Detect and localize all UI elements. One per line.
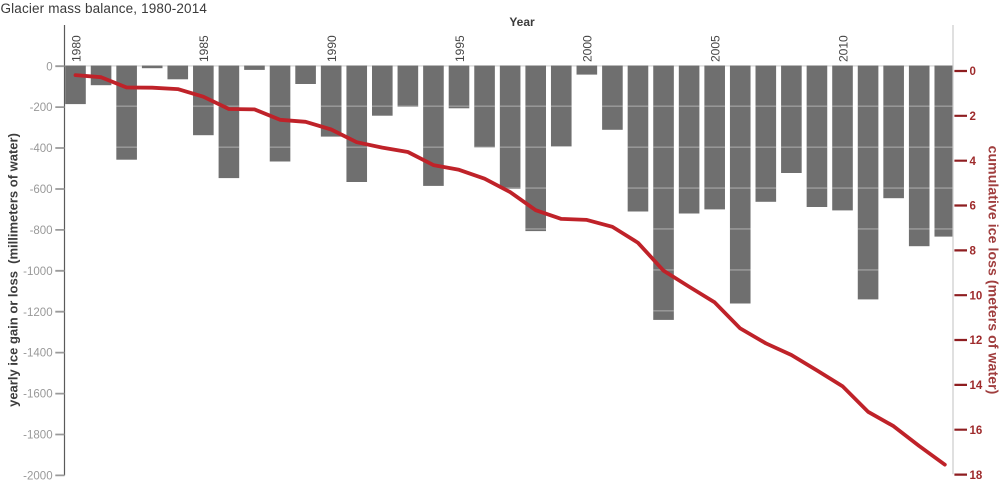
svg-text:1995: 1995 (453, 35, 467, 62)
svg-text:-800: -800 (30, 225, 53, 237)
svg-text:-200: -200 (30, 102, 53, 114)
svg-text:-1000: -1000 (23, 266, 52, 278)
svg-text:2: 2 (970, 111, 976, 123)
svg-text:cumulative ice loss (meters of: cumulative ice loss (meters of water) (985, 146, 1000, 395)
svg-text:0: 0 (970, 66, 976, 78)
svg-text:0: 0 (46, 61, 52, 73)
svg-text:-400: -400 (30, 143, 53, 155)
svg-text:-1600: -1600 (23, 389, 52, 401)
svg-text:-1400: -1400 (23, 348, 52, 360)
svg-text:18: 18 (970, 470, 983, 482)
svg-text:10: 10 (970, 290, 983, 302)
svg-text:6: 6 (970, 201, 976, 213)
svg-text:Year: Year (509, 15, 535, 29)
svg-text:yearly ice gain or loss (mill: yearly ice gain or loss (millimeters of … (6, 133, 21, 407)
svg-text:2000: 2000 (581, 35, 595, 62)
svg-text:-600: -600 (30, 184, 53, 196)
svg-text:-2000: -2000 (23, 471, 52, 483)
svg-text:4: 4 (970, 156, 977, 168)
svg-text:16: 16 (970, 425, 983, 437)
svg-text:1980: 1980 (69, 35, 83, 62)
svg-text:1985: 1985 (197, 35, 211, 62)
svg-text:-1800: -1800 (23, 430, 52, 442)
svg-text:12: 12 (970, 335, 983, 347)
svg-text:Glacier mass balance, 1980-201: Glacier mass balance, 1980-2014 (1, 1, 208, 16)
svg-text:2005: 2005 (709, 35, 723, 62)
svg-text:14: 14 (970, 380, 983, 392)
svg-text:-1200: -1200 (23, 307, 52, 319)
svg-text:8: 8 (970, 246, 977, 258)
svg-text:2010: 2010 (836, 35, 850, 62)
svg-text:1990: 1990 (325, 35, 339, 62)
